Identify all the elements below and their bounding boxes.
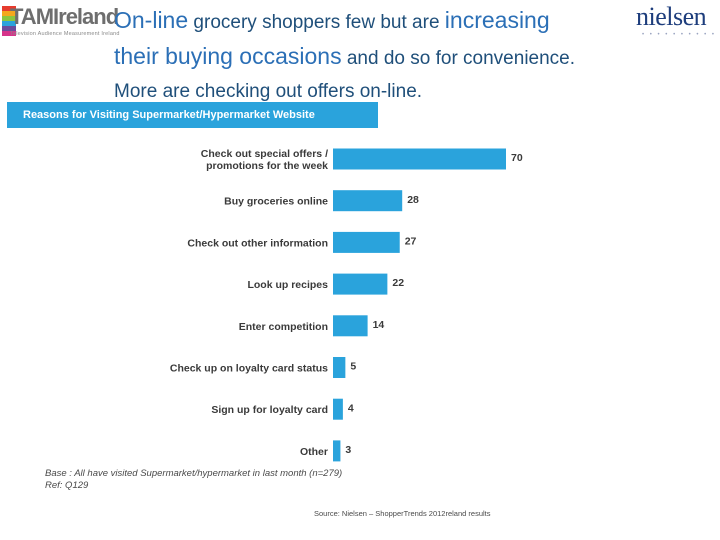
value-label-6: 4 bbox=[348, 402, 354, 414]
category-label-line: Enter competition bbox=[239, 321, 328, 333]
logo-name: TAMIreland bbox=[10, 4, 119, 29]
logo-tagline: Television Audience Measurement Ireland bbox=[10, 31, 120, 37]
bar-7 bbox=[333, 440, 341, 462]
nielsen-dots: • • • • • • • • • • bbox=[642, 32, 717, 38]
category-label-line: Look up recipes bbox=[247, 279, 328, 291]
bar-1 bbox=[333, 190, 403, 212]
bar-3 bbox=[333, 273, 388, 295]
category-label-line: Check out other information bbox=[187, 237, 328, 249]
page-title: On-line grocery shoppers few but are inc… bbox=[114, 4, 654, 109]
category-label-6: Sign up for loyalty card bbox=[211, 404, 328, 416]
headline-line-1: On-line grocery shoppers few but are inc… bbox=[114, 4, 654, 40]
nielsen-logo: nielsen • • • • • • • • • • bbox=[636, 4, 720, 40]
logo-stripes-icon bbox=[2, 6, 16, 36]
value-label-3: 22 bbox=[392, 277, 404, 289]
headline-2b: and do so for convenience. bbox=[341, 48, 576, 69]
headline-1b: grocery shoppers few but are bbox=[188, 12, 445, 33]
category-label-line: Check up on loyalty card status bbox=[170, 363, 328, 375]
tam-ireland-logo: TAMIreland Television Audience Measureme… bbox=[2, 4, 119, 40]
base-note: Base : All have visited Supermarket/hype… bbox=[45, 468, 342, 492]
category-label-2: Check out other information bbox=[187, 237, 328, 249]
value-label-0: 70 bbox=[511, 152, 523, 164]
headline-1c: increasing bbox=[444, 7, 550, 33]
ref-note-text: Ref: Q129 bbox=[45, 480, 89, 491]
category-label-line: promotions for the week bbox=[206, 160, 328, 172]
bar-chart: 70 Check out special offers / promotions f… bbox=[170, 148, 523, 462]
headline-1a: On-line bbox=[114, 7, 189, 33]
value-label-5: 5 bbox=[350, 361, 356, 373]
headline-line-3: More are checking out offers on-line. bbox=[114, 76, 654, 109]
category-label-line: Sign up for loyalty card bbox=[211, 404, 328, 416]
category-label-line: Other bbox=[300, 446, 328, 458]
value-label-4: 14 bbox=[373, 319, 385, 331]
chart-title: Reasons for Visiting Supermarket/Hyperma… bbox=[7, 102, 378, 128]
category-label-line: Check out special offers / bbox=[201, 148, 328, 160]
bar-5 bbox=[333, 357, 346, 378]
value-label-7: 3 bbox=[345, 444, 351, 456]
headline-line-2: their buying occasions and do so for con… bbox=[114, 40, 654, 76]
category-label-0: Check out special offers / promotions for… bbox=[201, 148, 328, 172]
base-note-text: Base : All have visited Supermarket/hype… bbox=[45, 468, 343, 479]
category-label-4: Enter competition bbox=[239, 321, 328, 333]
category-label-1: Buy groceries online bbox=[224, 196, 328, 208]
headline-2a: their buying occasions bbox=[114, 43, 342, 69]
nielsen-wordmark: nielsen bbox=[636, 2, 707, 31]
category-label-7: Other bbox=[300, 446, 328, 458]
bar-0 bbox=[333, 148, 506, 170]
bar-2 bbox=[333, 231, 400, 253]
value-label-2: 27 bbox=[405, 236, 417, 248]
category-label-5: Check up on loyalty card status bbox=[170, 363, 328, 375]
category-label-line: Buy groceries online bbox=[224, 196, 328, 208]
category-label-3: Look up recipes bbox=[247, 279, 328, 291]
bar-4 bbox=[333, 315, 368, 337]
bar-6 bbox=[333, 398, 343, 420]
headline-3: More are checking out offers on-line. bbox=[114, 81, 423, 102]
source-note: Source: Nielsen – ShopperTrends 2012rela… bbox=[314, 509, 491, 518]
value-label-1: 28 bbox=[407, 194, 419, 206]
